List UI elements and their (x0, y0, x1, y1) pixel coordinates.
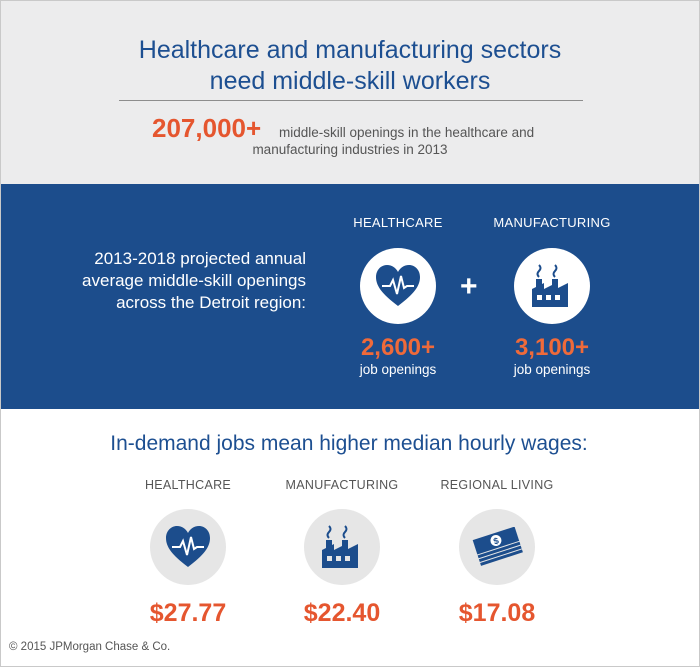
header-section: Healthcare and manufacturing sectors nee… (1, 1, 699, 184)
title-line-1: Healthcare and manufacturing sectors (138, 36, 562, 64)
wage-amount: $27.77 (149, 599, 227, 627)
sector-sub: job openings (513, 362, 591, 377)
factory-icon (514, 248, 590, 324)
stat-text-line-2: manufacturing industries in 2013 (252, 142, 448, 157)
wage-label: HEALTHCARE (144, 478, 232, 492)
title-line-2: need middle-skill workers (209, 67, 491, 95)
page-title: Healthcare and manufacturing sectors nee… (1, 35, 699, 97)
wage-healthcare: HEALTHCARE $27.77 (118, 478, 258, 628)
projection-text-line-1: 2013-2018 projected annual (94, 249, 306, 268)
sector-label: MANUFACTURING (493, 215, 611, 230)
wage-manufacturing: MANUFACTURING $22.40 (272, 478, 412, 628)
heart-icon (150, 509, 226, 585)
sector-label: HEALTHCARE (353, 215, 443, 230)
divider (119, 100, 583, 101)
copyright: © 2015 JPMorgan Chase & Co. (9, 641, 171, 653)
money-stack-icon: $ (459, 509, 535, 585)
projection-text: 2013-2018 projected annual average middl… (26, 248, 306, 314)
projection-text-line-2: average middle-skill openings (82, 271, 306, 290)
wage-label: MANUFACTURING (285, 478, 399, 492)
wage-label: REGIONAL LIVING (440, 478, 554, 492)
wage-amount: $17.08 (458, 599, 536, 627)
projection-text-line-3: across the Detroit region: (116, 293, 306, 312)
wages-title: In-demand jobs mean higher median hourly… (110, 432, 588, 455)
factory-icon (304, 509, 380, 585)
sector-sub: job openings (359, 362, 437, 377)
heart-icon (360, 248, 436, 324)
sector-healthcare: HEALTHCARE 2,600+ job openings (323, 215, 473, 377)
wage-amount: $22.40 (303, 599, 381, 627)
stat-value: 207,000+ (152, 113, 262, 143)
projection-section: 2013-2018 projected annual average middl… (1, 184, 699, 409)
sector-value: 2,600+ (360, 334, 436, 361)
plus-sign: + (460, 270, 478, 303)
sector-manufacturing: MANUFACTURING 3,100+ job openings (477, 215, 627, 377)
sector-value: 3,100+ (514, 334, 590, 361)
svg-text:$: $ (492, 535, 500, 546)
wage-regional-living: REGIONAL LIVING $ $17.08 (427, 478, 567, 628)
stat-text-line-1: middle-skill openings in the healthcare … (279, 125, 535, 140)
